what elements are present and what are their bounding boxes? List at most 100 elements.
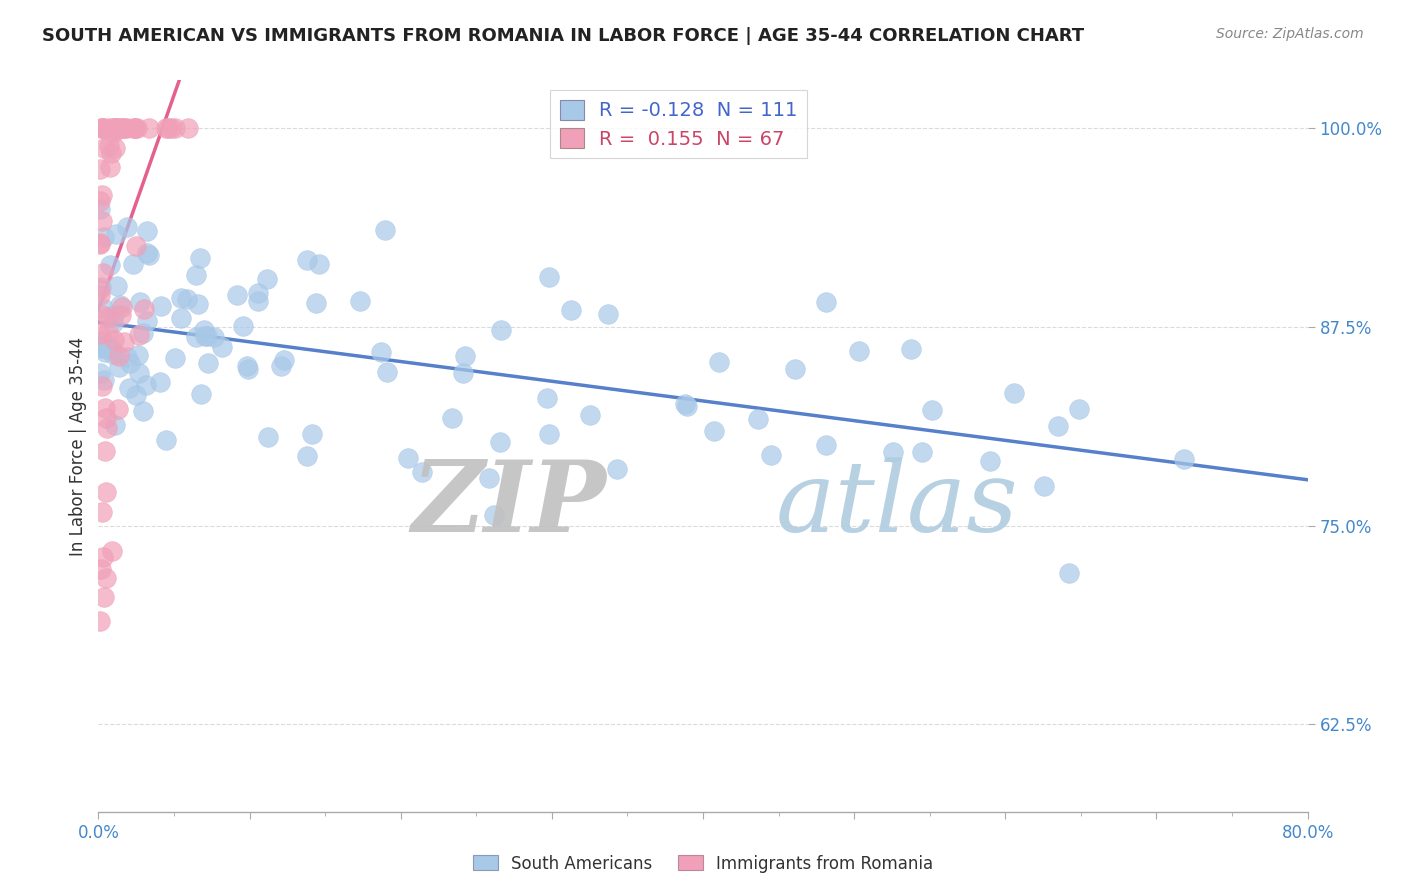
Point: [112, 120, 135, 135]
Point: [150, 299, 173, 313]
Point: [197, 356, 219, 370]
Point: [186, 268, 208, 282]
Point: [90, 187, 112, 202]
Point: [814, 295, 837, 310]
Point: [1067, 401, 1090, 416]
Point: [89, 366, 111, 380]
Point: [105, 279, 128, 293]
Point: [94, 571, 117, 585]
Point: [93, 334, 115, 349]
Text: ZIP: ZIP: [412, 457, 606, 553]
Point: [103, 120, 125, 135]
Point: [111, 120, 134, 135]
Point: [97, 342, 120, 356]
Point: [101, 316, 124, 330]
Point: [236, 362, 259, 376]
Point: [100, 145, 122, 160]
Point: [105, 120, 128, 135]
Point: [89, 326, 111, 341]
Point: [451, 366, 474, 380]
Point: [118, 381, 141, 395]
Point: [91, 308, 114, 322]
Point: [132, 404, 155, 418]
Point: [1002, 385, 1025, 400]
Point: [232, 319, 254, 334]
Point: [370, 344, 392, 359]
Point: [301, 426, 323, 441]
Point: [108, 298, 131, 312]
Point: [488, 435, 510, 450]
Point: [90, 214, 112, 228]
Point: [101, 343, 124, 357]
Point: [104, 417, 127, 432]
Point: [673, 397, 696, 411]
Point: [676, 399, 699, 413]
Point: [89, 614, 111, 628]
Point: [911, 444, 934, 458]
Point: [295, 252, 318, 267]
Point: [104, 141, 127, 155]
Point: [135, 224, 157, 238]
Point: [1047, 419, 1070, 434]
Point: [91, 120, 114, 135]
Point: [94, 485, 117, 500]
Point: [256, 272, 278, 286]
Point: [155, 433, 177, 447]
Point: [187, 297, 209, 311]
Point: [273, 352, 295, 367]
Point: [1059, 566, 1081, 581]
Point: [89, 235, 111, 250]
Point: [90, 505, 112, 519]
Point: [256, 430, 278, 444]
Text: atlas: atlas: [776, 457, 1018, 552]
Point: [747, 412, 769, 426]
Point: [979, 454, 1001, 468]
Point: [783, 361, 806, 376]
Point: [270, 359, 292, 373]
Point: [155, 120, 177, 135]
Point: [91, 550, 114, 565]
Point: [921, 403, 943, 417]
Point: [89, 287, 111, 301]
Point: [128, 295, 150, 310]
Point: [124, 120, 146, 135]
Point: [124, 239, 146, 253]
Point: [703, 424, 725, 438]
Point: [97, 310, 120, 324]
Point: [90, 341, 112, 355]
Point: [247, 294, 270, 309]
Point: [411, 465, 433, 479]
Point: [396, 450, 419, 465]
Point: [125, 120, 148, 135]
Point: [103, 125, 125, 139]
Point: [97, 120, 120, 135]
Point: [89, 202, 111, 217]
Point: [194, 329, 217, 343]
Point: [560, 303, 582, 318]
Point: [101, 347, 124, 361]
Point: [598, 307, 620, 321]
Point: [89, 194, 111, 209]
Point: [848, 343, 870, 358]
Point: [124, 120, 146, 135]
Point: [107, 401, 129, 416]
Point: [91, 120, 114, 135]
Y-axis label: In Labor Force | Age 35-44: In Labor Force | Age 35-44: [69, 336, 87, 556]
Point: [537, 426, 560, 441]
Point: [93, 140, 115, 154]
Point: [349, 294, 371, 309]
Point: [98, 161, 121, 175]
Point: [98, 258, 121, 272]
Point: [115, 120, 138, 135]
Point: [814, 438, 837, 452]
Point: [89, 161, 111, 176]
Point: [193, 323, 215, 337]
Point: [101, 120, 124, 135]
Legend: South Americans, Immigrants from Romania: South Americans, Immigrants from Romania: [467, 848, 939, 880]
Point: [882, 445, 904, 459]
Point: [96, 325, 118, 339]
Point: [100, 544, 122, 558]
Point: [235, 359, 257, 373]
Point: [707, 355, 730, 369]
Point: [225, 288, 247, 302]
